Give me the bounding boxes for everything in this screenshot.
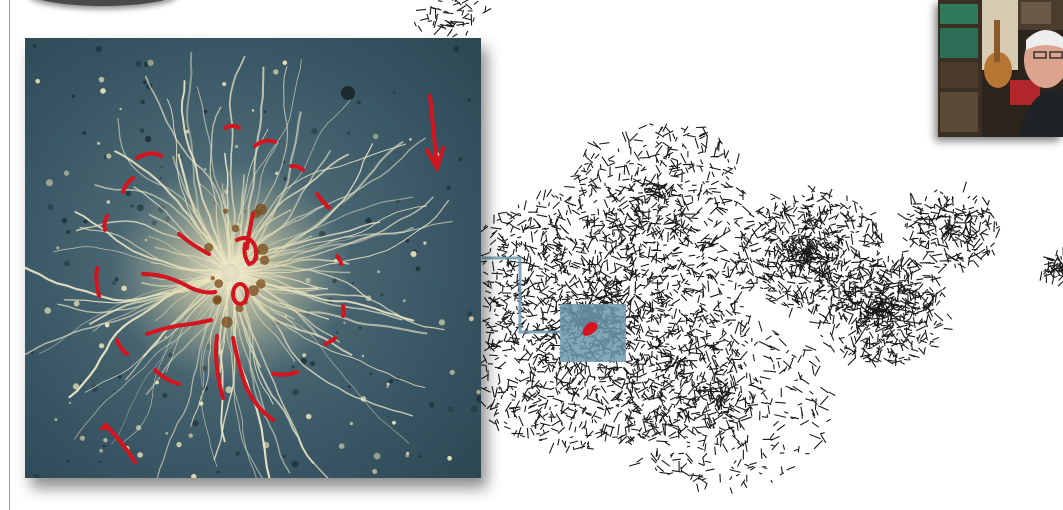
dark-spot xyxy=(341,86,355,100)
presenter-webcam xyxy=(938,0,1063,137)
ink-mark xyxy=(582,322,598,336)
circle-annotation-icon xyxy=(231,282,249,306)
ink-annotations xyxy=(94,94,445,464)
slide-border xyxy=(9,0,10,510)
partial-shape xyxy=(28,0,178,6)
arrow-annotation-icon xyxy=(428,94,439,168)
arrow-annotation-icon xyxy=(99,422,113,430)
micrograph-astrocyte xyxy=(25,38,481,478)
